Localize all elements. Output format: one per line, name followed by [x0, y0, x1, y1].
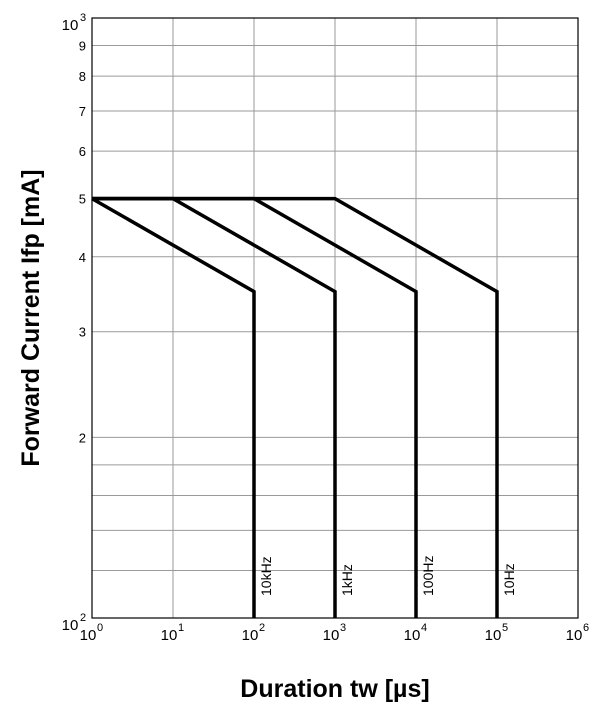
series-line-10kHz — [91, 197, 256, 618]
x-tick-exponent: 6 — [583, 622, 589, 634]
series-line-1kHz — [92, 196, 337, 618]
y-tick-label: 2 — [79, 430, 86, 445]
y-tick-label: 10 3 — [62, 12, 86, 34]
x-tick-label: 10 1 — [161, 622, 184, 644]
y-tick-base: 10 — [62, 17, 79, 34]
x-tick-base: 10 — [566, 627, 583, 644]
y-tick-base: 10 — [62, 617, 79, 634]
x-tick-base: 10 — [323, 627, 340, 644]
series-label: 10kHz — [258, 556, 274, 596]
x-tick-exponent: 3 — [340, 622, 346, 634]
x-tick-label: 10 5 — [485, 622, 508, 644]
x-tick-base: 10 — [404, 627, 421, 644]
x-tick-label: 10 0 — [80, 622, 103, 644]
x-tick-base: 10 — [242, 627, 259, 644]
y-tick-label: 7 — [79, 104, 86, 119]
y-axis-title: Forward Current Ifp [mA] — [17, 169, 45, 466]
series-group — [91, 196, 499, 618]
x-tick-label: 10 2 — [242, 622, 265, 644]
y-tick-exponent: 2 — [80, 612, 86, 624]
x-tick-base: 10 — [80, 627, 97, 644]
x-tick-label: 10 4 — [404, 622, 427, 644]
y-tick-label: 8 — [79, 69, 86, 84]
series-label: 1kHz — [339, 564, 355, 596]
x-tick-exponent: 0 — [97, 622, 103, 634]
series-label: 10Hz — [501, 563, 517, 596]
x-tick-label: 10 3 — [323, 622, 346, 644]
y-tick-label: 6 — [79, 144, 86, 159]
series-label: 100Hz — [420, 556, 436, 596]
x-tick-base: 10 — [485, 627, 502, 644]
x-tick-label: 10 6 — [566, 622, 589, 644]
x-tick-exponent: 1 — [178, 622, 184, 634]
x-tick-exponent: 2 — [259, 622, 265, 634]
y-tick-label: 10 2 — [62, 612, 86, 634]
x-tick-exponent: 5 — [502, 622, 508, 634]
x-tick-base: 10 — [161, 627, 178, 644]
x-tick-exponent: 4 — [421, 622, 427, 634]
y-tick-label: 4 — [79, 250, 86, 265]
x-tick-labels: 10 0 10 1 10 2 10 3 10 4 10 5 10 6 — [80, 622, 589, 644]
series-line-10Hz — [92, 196, 499, 618]
x-axis-title: Duration tw [µs] — [240, 675, 429, 703]
series-labels: 10kHz 1kHz 100Hz 10Hz — [258, 556, 517, 596]
y-tick-label: 9 — [79, 38, 86, 53]
y-tick-label: 5 — [79, 192, 86, 207]
y-tick-exponent: 3 — [80, 12, 86, 24]
y-tick-label: 3 — [79, 325, 86, 340]
